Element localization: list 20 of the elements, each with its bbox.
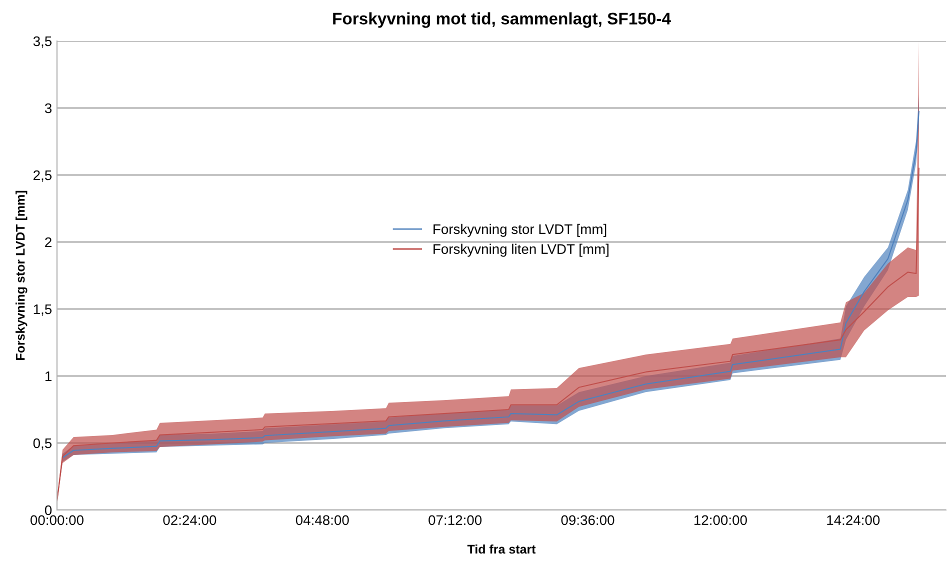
y-tick-label: 0,5: [33, 438, 52, 450]
x-tick-label: 00:00:00: [30, 515, 84, 526]
x-tick-label: 04:48:00: [296, 515, 349, 526]
y-tick-label: 2,5: [34, 170, 52, 182]
x-axis-title: Tid fra start: [467, 544, 536, 554]
y-tick-label: 2: [45, 237, 52, 248]
y-tick-label: 0: [44, 505, 52, 516]
legend-label: Forskyvning stor LVDT [mm]: [434, 224, 606, 237]
x-tick-label: 07:12:00: [428, 515, 482, 526]
y-tick-label: 3,5: [33, 36, 52, 48]
y-axis-title: Forskyvning stor LVDT [mm]: [16, 190, 28, 360]
y-tick-label: 3: [44, 103, 52, 114]
x-tick-label: 02:24:00: [163, 515, 216, 526]
x-tick-label: 09:36:00: [561, 515, 614, 526]
y-tick-label: 1,5: [34, 304, 52, 316]
x-tick-label: 14:24:00: [827, 515, 880, 526]
x-tick-label: 12:00:00: [694, 515, 747, 526]
y-tick-label: 1: [45, 371, 52, 382]
legend-label: Forskyvning liten LVDT [mm]: [434, 244, 608, 257]
chart-title: Forskyvning mot tid, sammenlagt, SF150-4: [333, 12, 671, 28]
